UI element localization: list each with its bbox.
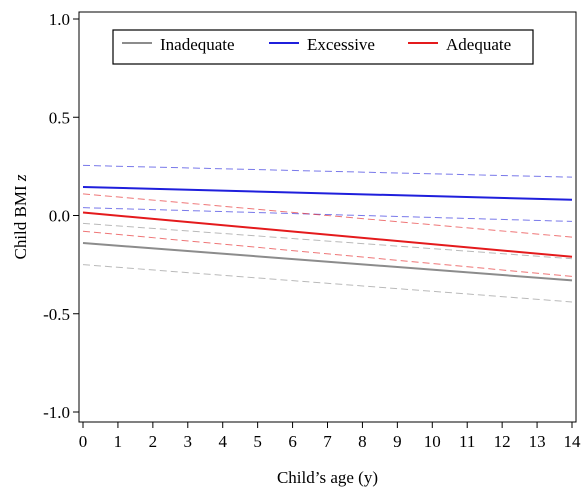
legend-label-inadequate: Inadequate	[160, 35, 235, 54]
ci-lower-line-inadequate	[82, 264, 573, 303]
y-axis-label: Child BMI z	[11, 174, 30, 259]
x-tick-label: 9	[393, 432, 402, 451]
x-tick-label: 0	[79, 432, 88, 451]
series-lines	[82, 186, 573, 282]
series-line-excessive	[82, 186, 573, 201]
plot-frame	[78, 11, 577, 423]
y-axis-label-italic: z	[11, 174, 30, 182]
legend-label-adequate: Adequate	[446, 35, 511, 54]
legend-label-excessive: Excessive	[307, 35, 375, 54]
y-tick-label: -1.0	[43, 403, 70, 422]
ci-upper-line-excessive	[82, 164, 573, 178]
x-tick-label: 6	[288, 432, 297, 451]
y-axis: -1.0 -0.5 0.0 0.5 1.0	[43, 10, 79, 422]
x-tick-label: 8	[358, 432, 367, 451]
ci-lower-line-adequate	[82, 230, 573, 277]
y-axis-label-text: Child BMI	[11, 181, 30, 259]
confidence-bands	[82, 164, 573, 303]
x-tick-label: 11	[459, 432, 475, 451]
ci-lower-line-excessive	[82, 207, 573, 222]
x-axis: 0 1 2 3 4 5 6 7 8 9 10 11 12 13 14	[79, 422, 581, 451]
x-tick-label: 7	[323, 432, 332, 451]
legend-box	[112, 29, 534, 65]
series-line-inadequate	[82, 242, 573, 282]
x-tick-label: 12	[494, 432, 511, 451]
x-tick-label: 13	[529, 432, 546, 451]
legend: Inadequate Excessive Adequate	[112, 29, 534, 65]
x-tick-label: 1	[114, 432, 123, 451]
x-tick-label: 5	[253, 432, 262, 451]
x-tick-label: 4	[218, 432, 227, 451]
x-axis-label: Child’s age (y)	[277, 468, 378, 487]
x-tick-label: 2	[149, 432, 158, 451]
y-tick-label: 0.0	[49, 207, 70, 226]
x-tick-label: 14	[564, 432, 582, 451]
y-tick-label: -0.5	[43, 305, 70, 324]
x-tick-label: 10	[424, 432, 441, 451]
series-line-adequate	[82, 211, 573, 258]
ci-upper-line-inadequate	[82, 222, 573, 260]
ci-upper-line-adequate	[82, 193, 573, 238]
y-tick-label: 0.5	[49, 108, 70, 127]
y-tick-label: 1.0	[49, 10, 70, 29]
x-tick-label: 3	[184, 432, 193, 451]
